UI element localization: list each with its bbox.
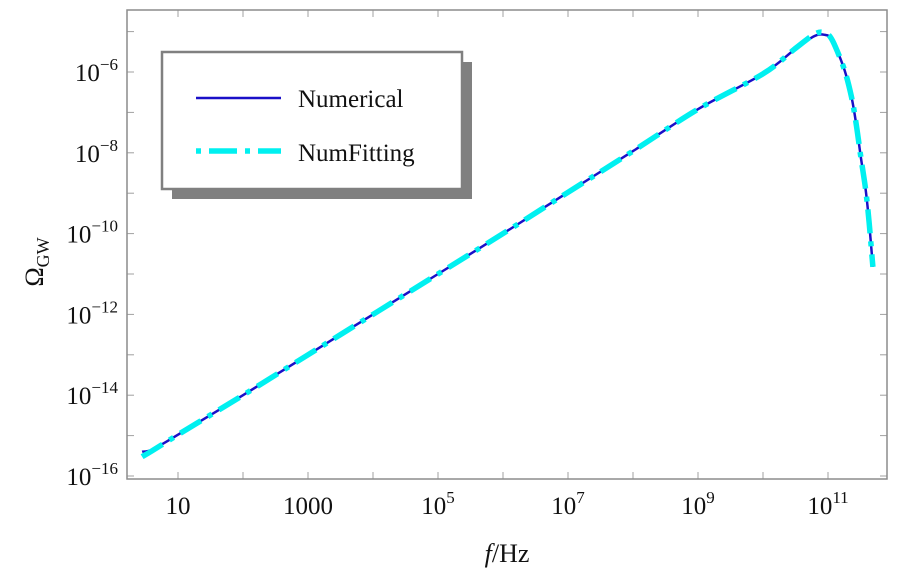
x-tick-label: 109	[681, 488, 715, 520]
legend-label-numerical: Numerical	[298, 86, 404, 113]
axis-ticks	[127, 10, 887, 479]
x-tick-label: 1000	[283, 493, 333, 520]
y-tick-label: 10−6	[75, 55, 118, 87]
y-tick-label: 10−16	[66, 459, 118, 491]
y-axis-title-sub: GW	[33, 237, 53, 267]
y-axis-title: ΩGW	[20, 237, 53, 286]
y-axis-tick-labels: 10−16 10−14 10−12 10−10 10−8 10−6	[66, 55, 118, 491]
x-axis-title: f/Hz	[485, 539, 530, 568]
legend: Numerical NumFitting	[160, 50, 472, 199]
y-axis-title-main: Ω	[20, 267, 49, 286]
series-line-numfitting	[140, 29, 876, 460]
y-tick-label: 10−12	[66, 297, 118, 329]
x-tick-label: 10	[166, 493, 191, 520]
x-axis-tick-labels: 10 1000 105 107 109 1011	[166, 488, 849, 520]
x-tick-label: 1011	[807, 488, 848, 520]
y-tick-label: 10−8	[75, 136, 118, 168]
y-tick-label: 10−14	[66, 378, 118, 410]
x-axis-title-unit: /Hz	[492, 539, 530, 568]
svg-text:f/Hz: f/Hz	[485, 539, 530, 568]
plot-series	[140, 29, 876, 460]
legend-box	[160, 50, 464, 191]
x-tick-label: 105	[421, 488, 455, 520]
x-axis-title-var: f	[485, 539, 496, 568]
y-tick-label: 10−10	[66, 217, 118, 249]
plot-frame	[126, 9, 888, 480]
svg-text:ΩGW: ΩGW	[20, 237, 53, 286]
legend-label-numfitting: NumFitting	[298, 140, 415, 167]
x-tick-label: 107	[551, 488, 585, 520]
